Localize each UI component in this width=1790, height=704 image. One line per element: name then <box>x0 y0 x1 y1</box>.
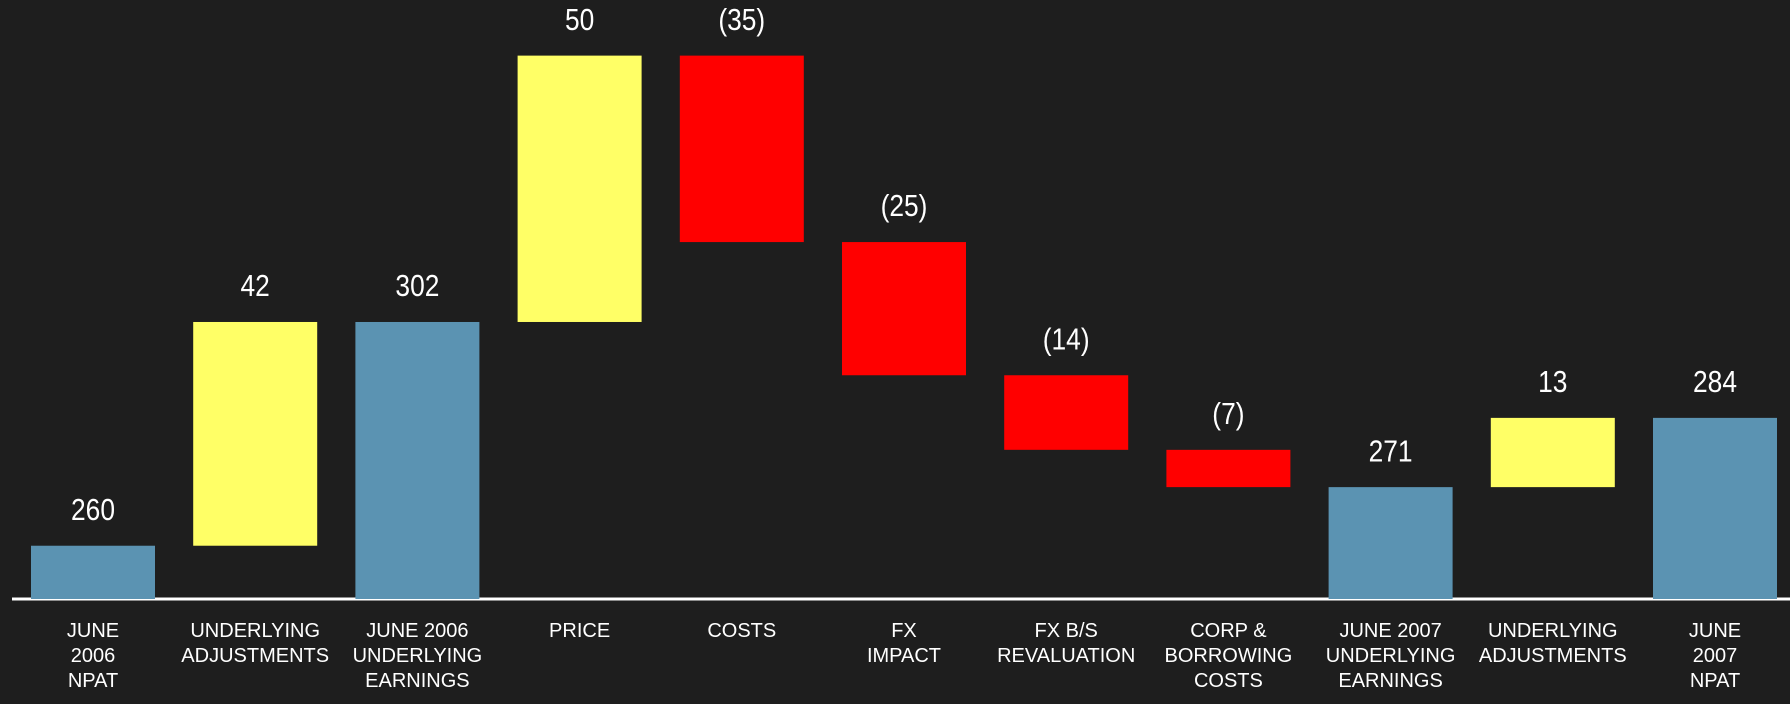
bar <box>1004 375 1129 450</box>
category-label: JUNE 2007 UNDERLYING EARNINGS <box>1325 620 1456 692</box>
value-label: (7) <box>1212 397 1244 431</box>
bar <box>1166 449 1291 488</box>
value-label: (14) <box>1043 322 1090 356</box>
category-label: UNDERLYING ADJUSTMENTS <box>1478 620 1627 667</box>
bar <box>517 55 642 322</box>
category-label: JUNE 2007 NPAT <box>1688 620 1742 692</box>
bar <box>679 55 804 243</box>
bar <box>1328 487 1453 599</box>
category-label: COSTS <box>707 620 777 642</box>
bar <box>842 242 966 376</box>
bar <box>1653 417 1777 599</box>
value-label: 13 <box>1538 365 1567 399</box>
category-label: JUNE 2006 UNDERLYING EARNINGS <box>352 620 483 692</box>
value-label: 260 <box>71 493 115 527</box>
value-label: 50 <box>565 3 594 37</box>
bar <box>31 545 155 599</box>
category-label: JUNE 2006 NPAT <box>66 620 120 692</box>
value-label: 302 <box>395 269 439 303</box>
value-label: 42 <box>241 269 270 303</box>
bar <box>1490 417 1615 488</box>
value-label: 284 <box>1693 365 1737 399</box>
category-label: FX IMPACT <box>866 620 942 667</box>
value-label: 271 <box>1369 434 1413 468</box>
category-label: CORP & BORROWING COSTS <box>1164 620 1293 692</box>
category-label: UNDERLYING ADJUSTMENTS <box>181 620 330 667</box>
category-label: FX B/S REVALUATION <box>997 620 1136 667</box>
value-label: (35) <box>718 3 765 37</box>
category-label: PRICE <box>549 620 611 642</box>
bar <box>193 321 318 546</box>
bar <box>355 321 480 599</box>
value-label: (25) <box>881 189 928 223</box>
